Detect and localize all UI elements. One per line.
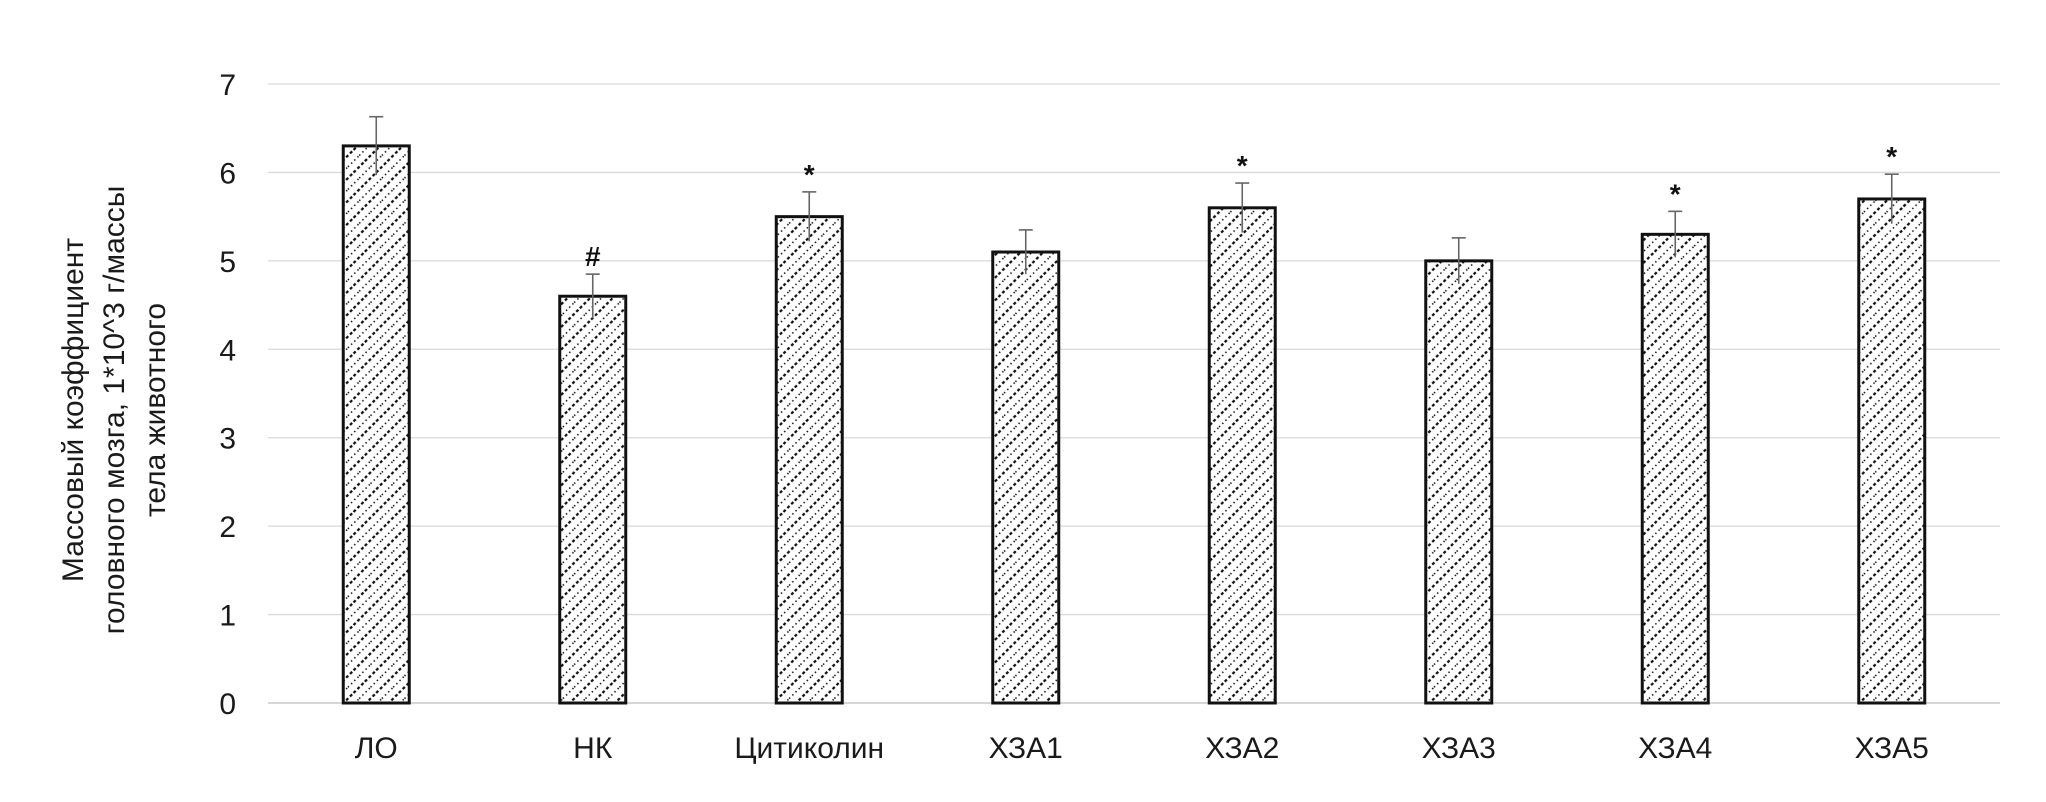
y-axis-label-line-1: Массовый коэффициент	[57, 238, 90, 582]
y-tick-label-7: 7	[219, 69, 236, 102]
bar-8	[1857, 197, 1927, 705]
significance-star-5: *	[1237, 150, 1248, 181]
significance-star-7: *	[1670, 178, 1681, 209]
y-tick-label-3: 3	[219, 423, 236, 456]
y-axis-label-line-2: головного мозга, 1*10^3 г/массы	[98, 186, 131, 635]
bar-3	[774, 215, 844, 705]
y-tick-label-2: 2	[219, 511, 236, 544]
bar-7	[1640, 232, 1710, 705]
bar-2	[558, 294, 628, 705]
x-tick-label-8: ХЗА5	[1855, 732, 1929, 765]
x-axis-ticks: ЛО НК Цитиколин ХЗА1 ХЗА2 ХЗА3 ХЗА4 ХЗА5	[355, 732, 1929, 765]
bar-6	[1424, 259, 1494, 705]
y-tick-label-6: 6	[219, 157, 236, 190]
x-tick-label-1: ЛО	[355, 732, 398, 765]
y-axis-label-line-3: тела животного	[139, 303, 172, 517]
significance-star-8: *	[1886, 141, 1897, 172]
bar-4	[991, 250, 1061, 705]
significance-hash-2: #	[585, 241, 601, 272]
y-tick-label-1: 1	[219, 600, 236, 633]
bar-5	[1207, 206, 1277, 705]
y-axis-label: Массовый коэффициент головного мозга, 1*…	[57, 186, 172, 635]
y-tick-label-0: 0	[219, 688, 236, 721]
x-tick-label-4: ХЗА1	[989, 732, 1063, 765]
x-tick-label-3: Цитиколин	[734, 732, 884, 765]
significance-star-3: *	[804, 159, 815, 190]
x-tick-label-7: ХЗА4	[1638, 732, 1712, 765]
bar-1	[341, 144, 411, 705]
y-axis-ticks: 0 1 2 3 4 5 6 7	[219, 69, 236, 721]
x-tick-label-6: ХЗА3	[1422, 732, 1496, 765]
x-tick-label-2: НК	[573, 732, 613, 765]
y-tick-label-5: 5	[219, 246, 236, 279]
y-tick-label-4: 4	[219, 334, 236, 367]
bars: # * * * *	[341, 115, 1927, 705]
gridlines	[268, 83, 2000, 704]
x-tick-label-5: ХЗА2	[1205, 732, 1279, 765]
